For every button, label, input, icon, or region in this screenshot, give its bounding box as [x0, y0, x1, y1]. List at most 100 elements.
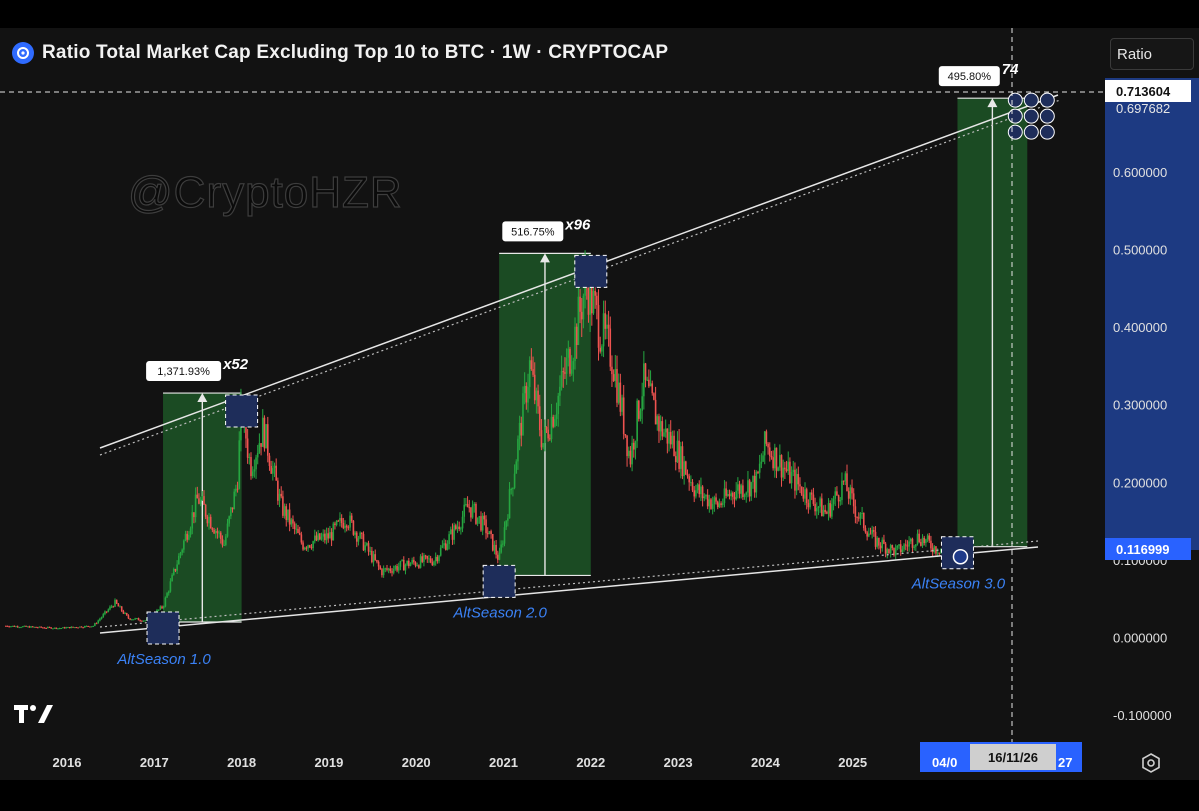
candle-body: [856, 517, 858, 519]
candle-body: [908, 541, 910, 547]
candle-body: [804, 489, 806, 499]
target-marker-circle: [1023, 124, 1039, 140]
candle-body: [486, 533, 489, 535]
candle-body: [857, 517, 860, 519]
candle-body: [594, 290, 596, 296]
chart-title: Ratio Total Market Cap Excluding Top 10 …: [42, 42, 669, 63]
candle-body: [730, 492, 732, 497]
candle-body: [575, 326, 578, 345]
candle-body: [272, 468, 274, 474]
candle-body: [800, 486, 803, 495]
candle-body: [401, 559, 403, 561]
candle-body: [666, 428, 669, 444]
x-tick-label: 2018: [227, 755, 256, 770]
candle-body: [142, 620, 145, 622]
candle-body: [716, 501, 719, 508]
candle-body: [909, 538, 912, 542]
candle-body: [532, 369, 534, 375]
candle-body: [204, 504, 207, 517]
candle-body: [772, 457, 774, 469]
candle-body: [592, 290, 595, 314]
candle-body: [13, 625, 16, 627]
candle-body: [805, 489, 808, 504]
candle-body: [132, 619, 135, 621]
candle-body: [601, 346, 603, 352]
candle-body: [871, 529, 873, 534]
candle-body: [706, 494, 709, 507]
candle-body: [763, 431, 766, 456]
candle-body: [359, 532, 361, 539]
x-tick-label: 2022: [576, 755, 605, 770]
candle-body: [421, 556, 424, 562]
candle-body: [688, 476, 690, 483]
candle-body: [540, 430, 543, 448]
candle-body: [829, 503, 832, 517]
candle-body: [310, 547, 313, 549]
candle-body: [313, 535, 316, 542]
candle-body: [399, 560, 402, 567]
candle-body: [654, 399, 657, 425]
candle-body: [565, 357, 568, 374]
candle-body: [846, 473, 848, 492]
candle-body: [5, 625, 7, 627]
candle-body: [782, 467, 784, 478]
candle-body: [495, 544, 497, 555]
candle-body: [742, 485, 744, 498]
candle-body: [62, 627, 64, 629]
partial-date-left: 04/0: [932, 755, 957, 770]
candle-body: [525, 385, 528, 403]
candle-body: [703, 496, 706, 499]
candle-body: [139, 620, 141, 622]
candle-body: [223, 544, 225, 546]
candle-body: [891, 545, 894, 548]
candle-body: [233, 491, 236, 510]
candle-body: [668, 431, 670, 444]
candle-body: [543, 427, 546, 444]
candle-body: [307, 545, 309, 549]
candle-body: [53, 627, 56, 629]
candle-body: [606, 324, 608, 329]
candle-body: [496, 554, 499, 560]
candle-body: [596, 295, 598, 306]
candle-body: [500, 544, 502, 553]
candle-body: [308, 545, 311, 548]
candle-body: [784, 467, 786, 470]
candle-body: [15, 626, 17, 628]
candle-body: [728, 494, 731, 497]
candle-body: [18, 627, 21, 629]
candle-body: [648, 379, 650, 387]
candle-body: [861, 513, 863, 515]
candle-body: [789, 461, 791, 484]
candle-body: [790, 472, 793, 484]
target-marker-circle: [1023, 92, 1039, 108]
candle-body: [686, 474, 689, 477]
candle-body: [792, 469, 795, 473]
candle-body: [21, 626, 24, 628]
x-tick-label: 2016: [53, 755, 82, 770]
candle-body: [918, 533, 920, 543]
candle-body: [246, 438, 249, 458]
candle-body: [859, 513, 862, 519]
candle-body: [352, 520, 355, 535]
candle-body: [198, 498, 200, 504]
bottom-black-bar: [0, 780, 1199, 811]
range-arrow-head: [987, 98, 998, 108]
candle-body: [831, 504, 833, 517]
candle-body: [181, 549, 183, 553]
settings-gear-icon[interactable]: [1140, 752, 1162, 779]
candle-body: [285, 506, 288, 521]
candle-body: [369, 550, 371, 552]
crosshair-price-box: [1105, 80, 1191, 102]
candle-body: [767, 443, 769, 448]
candle-body: [582, 295, 585, 320]
candle-body: [862, 513, 865, 529]
candle-body: [266, 424, 269, 456]
ratio-scale-button[interactable]: Ratio: [1110, 38, 1194, 70]
multiple-label: x96: [564, 216, 591, 233]
candle-body: [438, 555, 440, 562]
candle-body: [732, 492, 734, 497]
candle-body: [644, 363, 647, 380]
candle-body: [95, 623, 98, 625]
candle-body: [256, 452, 259, 458]
